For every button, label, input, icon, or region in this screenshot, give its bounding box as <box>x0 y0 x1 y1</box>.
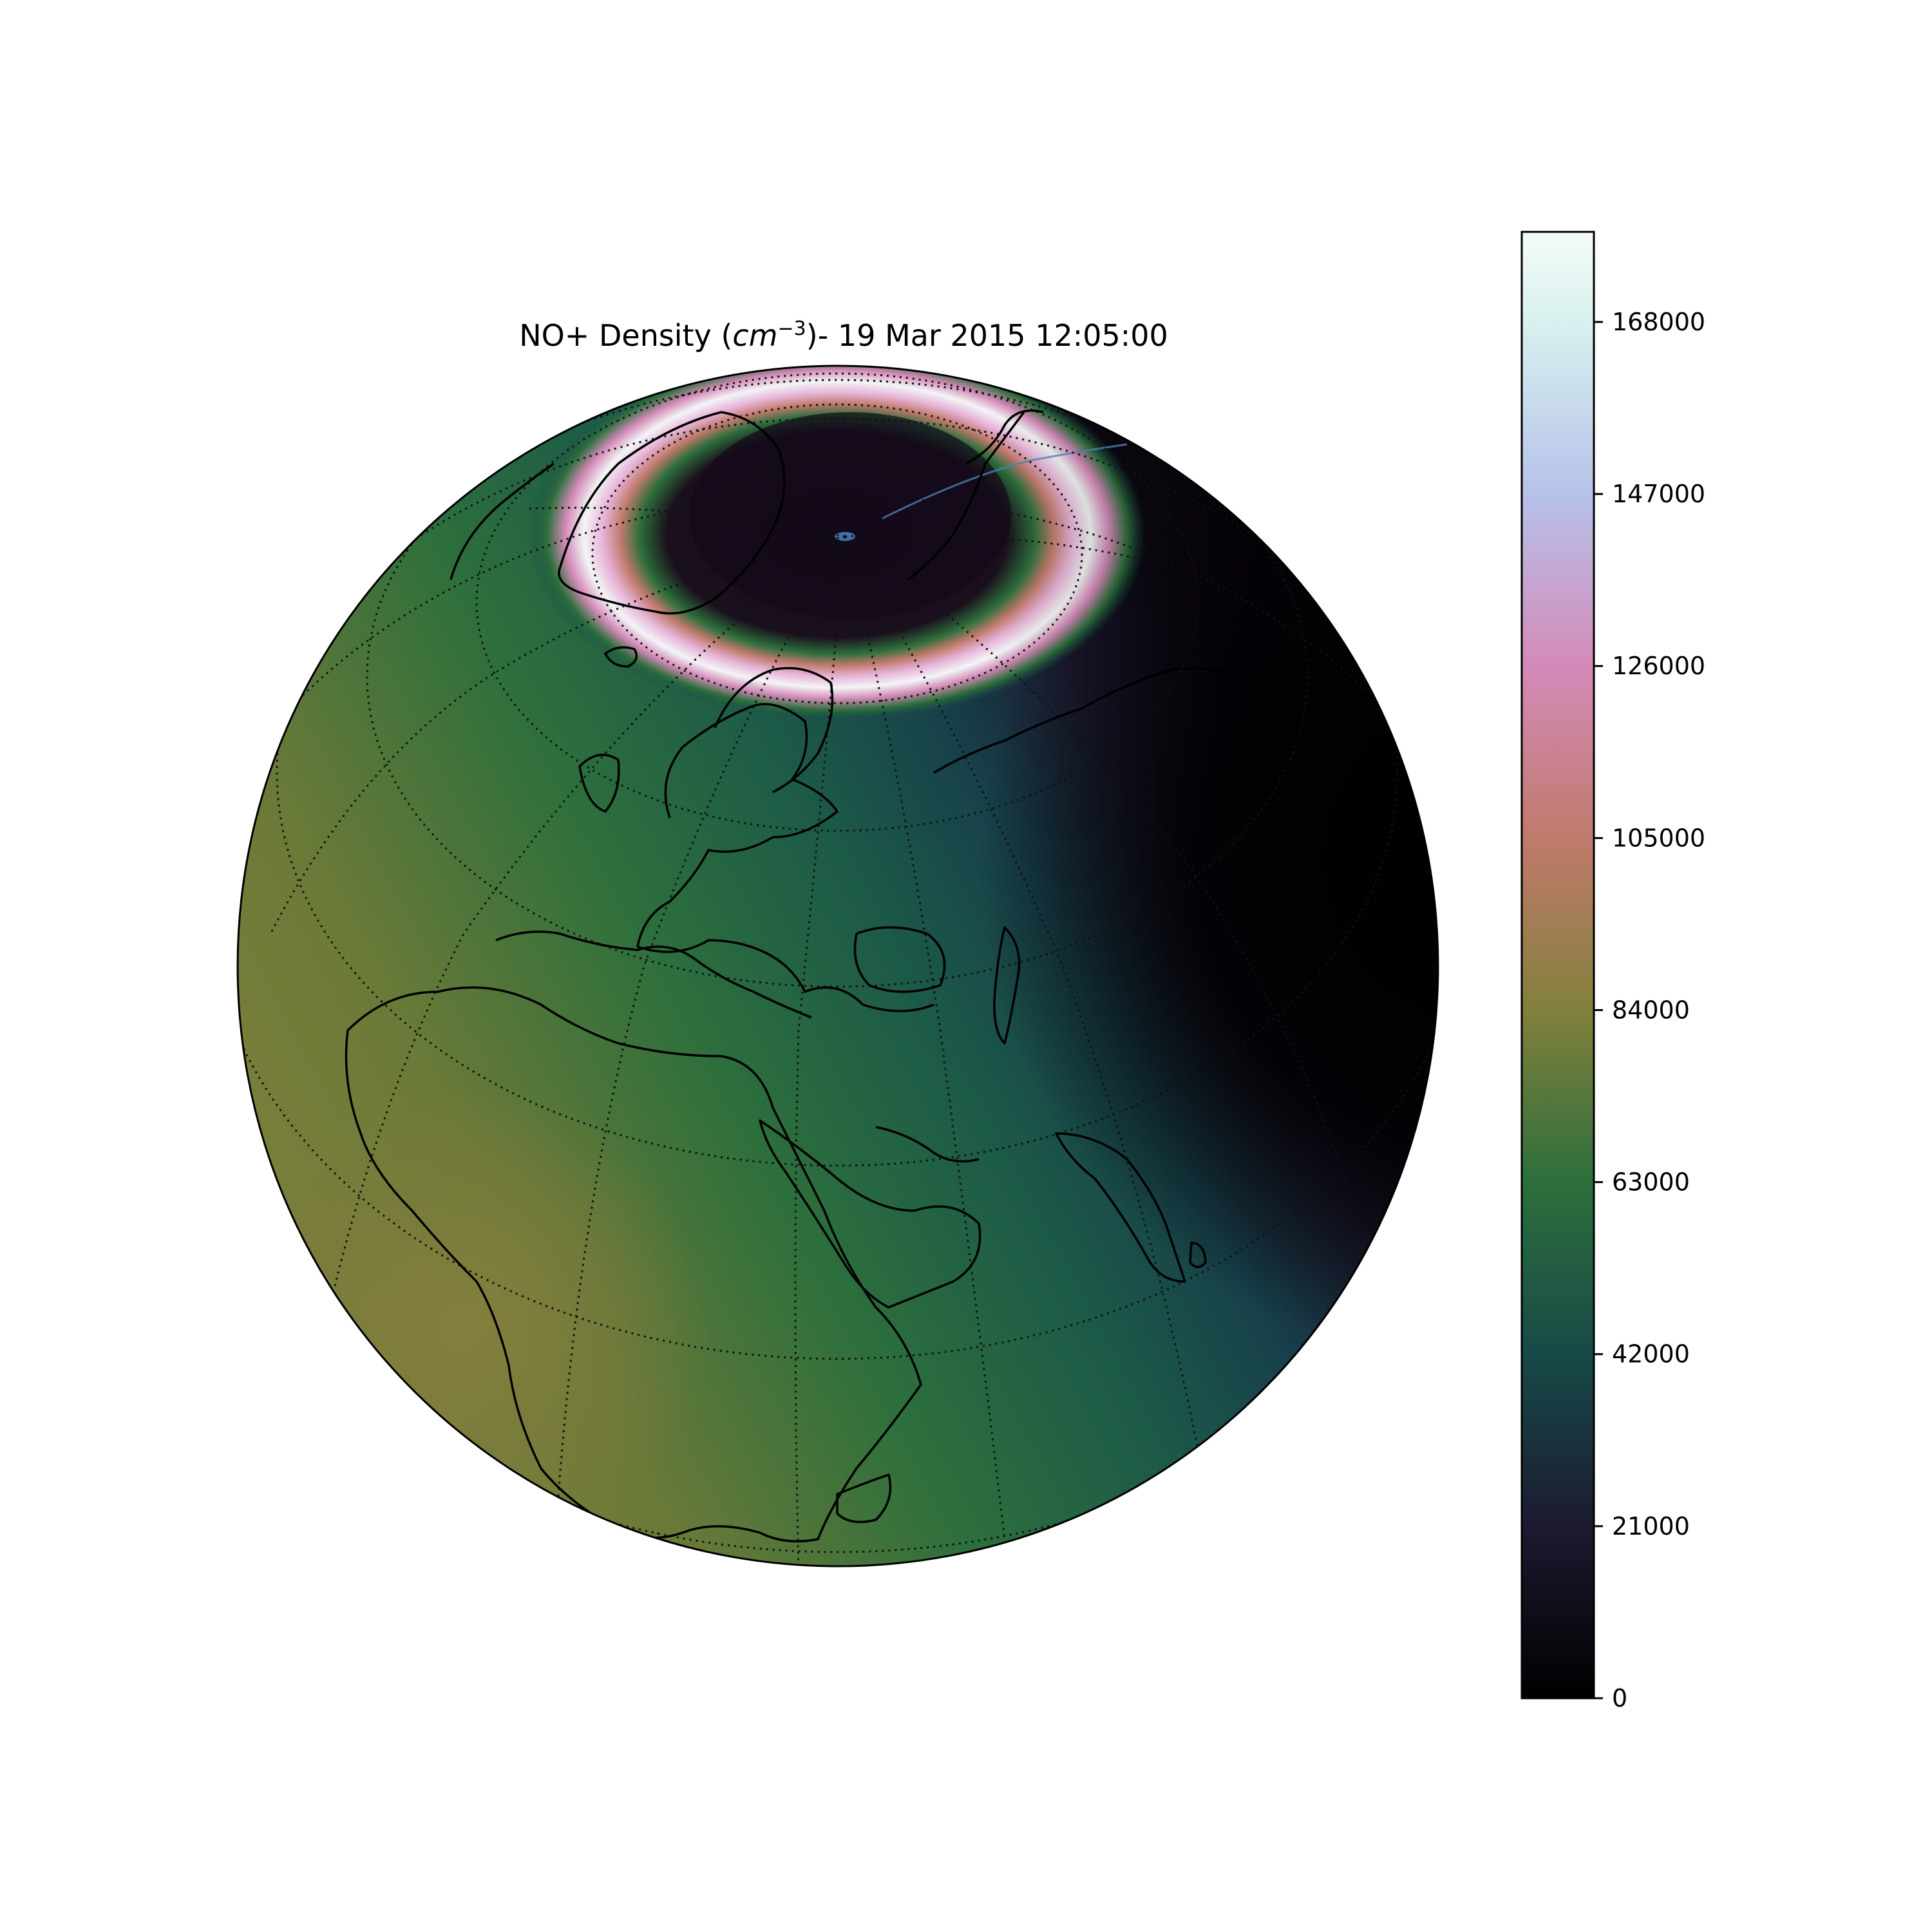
colorbar-ticks: 0 21000 42000 63000 84000 105000 126000 147000 1… <box>1594 308 1705 1712</box>
india-coast <box>1055 1132 1186 1283</box>
colorbar-tick-label: 42000 <box>1612 1340 1690 1368</box>
sri-lanka-coast <box>1189 1242 1207 1269</box>
asia-coast <box>933 667 1302 774</box>
longitude-line <box>844 535 1367 1256</box>
siberia-coast <box>907 411 1025 581</box>
canadian-arctic-coast <box>450 462 554 580</box>
latitude-line <box>707 457 974 612</box>
madagascar-coast <box>836 1473 892 1524</box>
caspian-sea-coast <box>993 926 1021 1045</box>
colorbar-tick-label: 63000 <box>1612 1168 1690 1197</box>
latitude-line <box>276 379 1399 1167</box>
europe-coast <box>636 703 934 1012</box>
latitude-line <box>238 417 1438 1360</box>
graticule <box>238 366 1438 1566</box>
colorbar: 0 21000 42000 63000 84000 105000 126000 147000 1… <box>1520 231 1705 1712</box>
colorbar-tick-label: 0 <box>1612 1684 1627 1712</box>
colorbar-tick-label: 21000 <box>1612 1512 1690 1540</box>
colorbar-tick-label: 84000 <box>1612 996 1690 1024</box>
colorbar-tick-label: 147000 <box>1612 480 1705 508</box>
latitude-line <box>591 403 1083 705</box>
colorbar-tick-label: 126000 <box>1612 652 1705 680</box>
longitude-line <box>553 536 846 1566</box>
latitude-line <box>238 495 1438 1553</box>
satellite-track <box>882 443 1128 520</box>
colorbar-scale <box>1520 231 1595 1700</box>
greenland-coast <box>558 411 786 615</box>
globe <box>236 365 1439 1567</box>
british-isles-coast <box>578 753 620 813</box>
persian-gulf-coast <box>875 1126 980 1163</box>
polar-cap <box>689 412 1011 618</box>
arctic-islands-coast <box>965 409 1044 465</box>
latitude-line <box>475 372 1199 832</box>
mediterranean-coast <box>495 930 812 1019</box>
colorbar-tick-label: 168000 <box>1612 308 1705 336</box>
coastlines <box>345 409 1302 1543</box>
longitude-line <box>527 506 846 538</box>
longitude-line <box>794 536 846 1566</box>
chart-title: NO+ Density (cm−3)- 19 Mar 2015 12:05:00 <box>519 317 1168 354</box>
arabian-peninsula-coast <box>759 1119 981 1309</box>
colorbar-tick-label: 105000 <box>1612 824 1705 852</box>
globe-outline <box>236 365 1439 1567</box>
latitude-line <box>366 366 1309 988</box>
black-sea-coast <box>853 926 946 993</box>
africa-coast <box>345 986 922 1543</box>
longitude-line <box>844 536 1006 1540</box>
density-field <box>238 366 1438 1566</box>
scandinavia-coast <box>714 667 834 793</box>
longitude-line <box>844 533 1147 562</box>
iceland-coast <box>604 646 638 668</box>
